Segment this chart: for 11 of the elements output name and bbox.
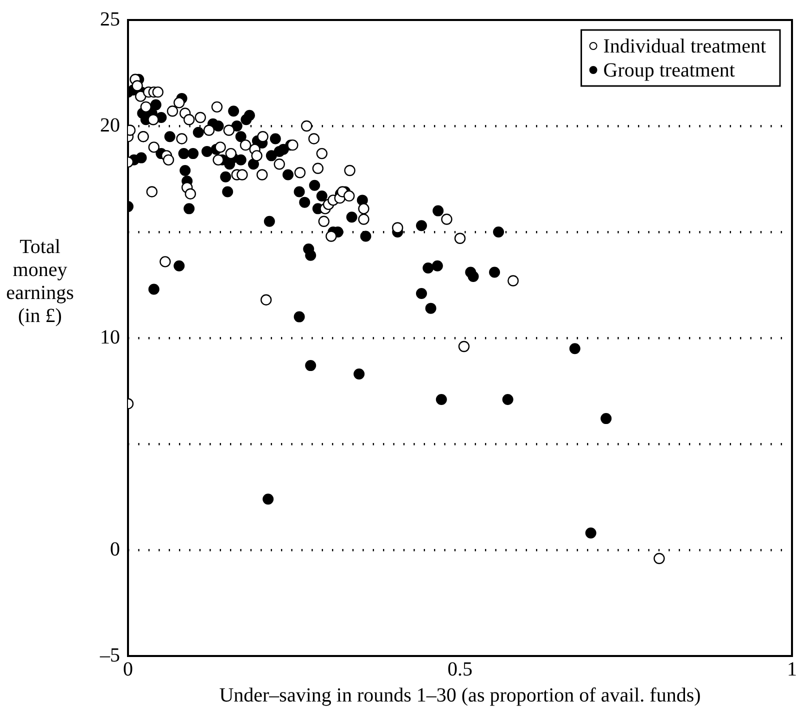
legend-label: Individual treatment	[603, 35, 766, 58]
y-axis-title: Total money earnings (in £)	[5, 236, 75, 328]
x-axis-title: Under–saving in rounds 1–30 (as proportion of avail. funds)	[219, 684, 701, 706]
y-tick-label: 20	[100, 114, 120, 136]
y-tick-label: 25	[100, 8, 120, 30]
x-tick-label: 1	[787, 658, 797, 680]
y-tick-label: –5	[99, 644, 120, 666]
legend-label: Group treatment	[603, 59, 736, 82]
y-tick-label: 10	[100, 326, 120, 348]
y-tick-label: 0	[110, 538, 120, 560]
x-tick-label: 0.5	[448, 658, 472, 680]
